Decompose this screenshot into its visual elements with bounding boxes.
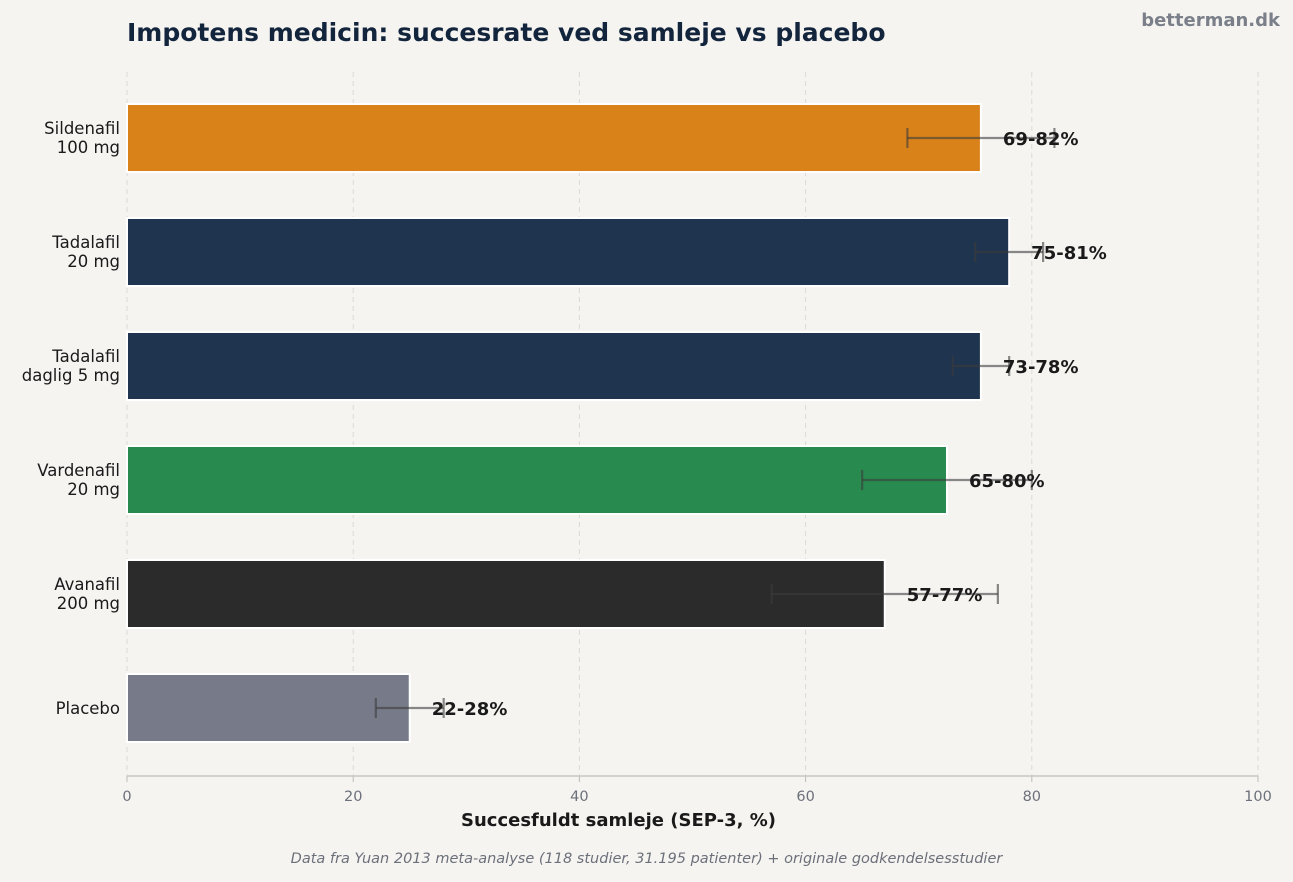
category-label-5: Placebo bbox=[56, 699, 120, 718]
value-label-2: 73-78% bbox=[1003, 357, 1079, 378]
category-label-0: Sildenafil 100 mg bbox=[44, 119, 120, 157]
bar-2 bbox=[126, 331, 982, 401]
x-axis: 0 20 40 60 80 100 Succesfuldt samleje (SEP-3, … bbox=[122, 775, 1272, 831]
category-label-1: Tadalafil 20 mg bbox=[51, 233, 120, 271]
bar-3 bbox=[126, 445, 948, 515]
category-labels: Sildenafil 100 mg Tadalafil 20 mg Tadalafil d… bbox=[22, 119, 120, 718]
bar-0 bbox=[126, 103, 982, 173]
bar-5 bbox=[126, 673, 411, 743]
x-tick-label-5: 100 bbox=[1244, 789, 1272, 805]
bar-4 bbox=[126, 559, 886, 629]
value-label-0: 69-82% bbox=[1003, 129, 1079, 150]
chart-title: Impotens medicin: succesrate ved samleje… bbox=[127, 18, 886, 47]
x-tick-label-2: 40 bbox=[570, 789, 588, 805]
x-tick-label-3: 60 bbox=[796, 789, 814, 805]
x-axis-title: Succesfuldt samleje (SEP-3, %) bbox=[461, 810, 776, 831]
value-label-5: 22-28% bbox=[432, 699, 508, 720]
bar-1 bbox=[126, 217, 1011, 287]
category-label-2: Tadalafil daglig 5 mg bbox=[22, 347, 120, 385]
x-tick-label-0: 0 bbox=[122, 789, 131, 805]
value-label-4: 57-77% bbox=[907, 585, 983, 606]
value-label-1: 75-81% bbox=[1031, 243, 1107, 264]
source-caption: Data fra Yuan 2013 meta-analyse (118 stu… bbox=[290, 851, 1003, 867]
bars bbox=[126, 103, 1011, 743]
x-tick-label-4: 80 bbox=[1023, 789, 1041, 805]
category-label-4: Avanafil 200 mg bbox=[54, 575, 120, 613]
category-label-3: Vardenafil 20 mg bbox=[37, 461, 120, 499]
value-label-3: 65-80% bbox=[969, 471, 1045, 492]
value-labels: 69-82% 75-81% 73-78% 65-80% 57-77% 22-28% bbox=[432, 129, 1107, 720]
error-bars bbox=[374, 128, 1056, 718]
grid-lines bbox=[126, 72, 1259, 776]
x-tick-label-1: 20 bbox=[344, 789, 362, 805]
brand-watermark: betterman.dk bbox=[1141, 10, 1280, 31]
